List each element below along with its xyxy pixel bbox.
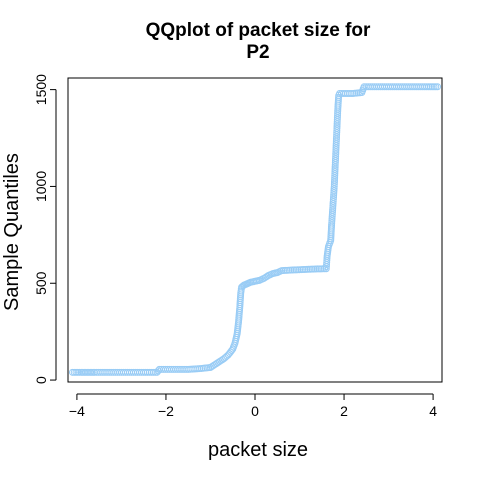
x-tick-label: 0 — [251, 403, 259, 419]
x-axis: −4 −2 0 2 4 — [69, 393, 437, 419]
data-point — [434, 83, 442, 91]
y-axis-title: Sample Quantiles — [1, 153, 23, 311]
y-tick-label: 500 — [33, 271, 49, 295]
y-axis: 0 500 1000 1500 — [33, 74, 57, 384]
x-tick-label: 4 — [429, 403, 437, 419]
x-tick-label: 2 — [340, 403, 348, 419]
data-point — [149, 368, 157, 376]
data-point — [347, 89, 355, 97]
x-tick-label: −2 — [158, 403, 174, 419]
plot-frame — [67, 77, 443, 383]
data-points — [68, 83, 442, 376]
y-tick-label: 1000 — [33, 171, 49, 202]
chart-title-line-2: P2 — [246, 42, 269, 63]
y-tick-label: 1500 — [33, 74, 49, 105]
x-axis-title: packet size — [208, 439, 308, 461]
chart-title-line-1: QQplot of packet size for — [146, 20, 371, 41]
x-tick-label: −4 — [69, 403, 85, 419]
y-tick-label: 0 — [33, 376, 49, 384]
